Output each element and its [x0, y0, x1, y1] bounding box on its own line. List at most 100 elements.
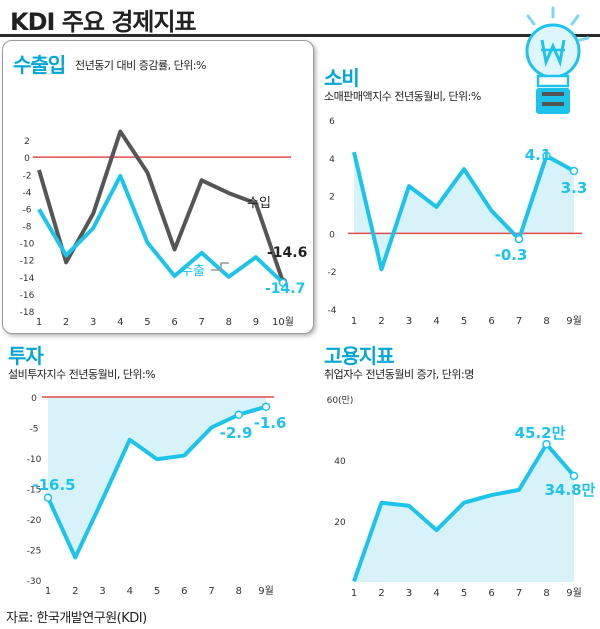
investment-ytick-label: -20 [27, 516, 42, 526]
trade-title: 수출입 [13, 53, 66, 77]
employment-area-fill [354, 444, 574, 582]
investment-annotation-sep: -1.6 [254, 414, 287, 432]
employment-chart: 60(만) 40 20 1 2 3 4 5 6 7 8 9월 45.2만 34.8만 [327, 395, 596, 599]
employment-xtick-label: 3 [406, 588, 412, 599]
trade-xtick-label: 6 [171, 317, 177, 328]
trade-ytick-label: 0 [24, 154, 30, 164]
trade-point-1-9 [278, 278, 288, 288]
investment-xtick-label: 9월 [258, 585, 274, 597]
consumption-point-0-6 [514, 234, 524, 244]
consumption-panel: 소비 소매판매액지수 전년동월비, 단위:% 6 4 2 0 -2 -4 1 2 3 4 5 6 7 8 9… [316, 62, 600, 334]
investment-annotation-jan: -16.5 [32, 476, 75, 494]
employment-ytick-label: 60(만) [327, 395, 354, 406]
investment-ytick-label: -25 [27, 547, 42, 557]
consumption-area-fill [354, 152, 574, 270]
consumption-ytick-label: -2 [328, 268, 337, 278]
trade-xtick-label: 8 [226, 317, 232, 328]
trade-xtick-label: 3 [90, 317, 96, 328]
investment-title: 투자 [8, 344, 44, 368]
investment-area-fill [48, 397, 266, 558]
consumption-ytick-label: 2 [329, 193, 335, 203]
employment-xtick-label: 4 [433, 588, 439, 599]
consumption-subtitle: 소매판매액지수 전년동월비, 단위:% [324, 90, 481, 103]
employment-xtick-label: 5 [461, 588, 467, 599]
investment-xtick-label: 3 [99, 586, 105, 597]
trade-xtick-label: 7 [198, 317, 204, 328]
investment-point-0-8 [261, 402, 271, 412]
consumption-annotation-jul: -0.3 [495, 246, 528, 264]
employment-xtick-label: 1 [351, 588, 357, 599]
employment-series-line-0 [352, 442, 576, 583]
employment-point-0-8 [569, 471, 579, 481]
employment-annotation-aug: 45.2만 [515, 424, 566, 442]
investment-xtick-label: 6 [181, 586, 187, 597]
trade-legend-import: 수입 [247, 196, 271, 211]
investment-ytick-label: 0 [31, 394, 37, 404]
trade-ytick-label: -14 [20, 274, 35, 284]
investment-xtick-label: 8 [236, 586, 242, 597]
employment-title: 고용지표 [324, 344, 395, 368]
trade-annotation-import: -14.6 [267, 245, 307, 261]
title-divider [0, 34, 600, 37]
consumption-xtick-label: 3 [406, 316, 412, 327]
trade-ytick-label: -8 [23, 223, 32, 233]
trade-legend-connector [211, 262, 229, 271]
trade-legend-export: 수출 [181, 264, 205, 279]
trade-ytick-label: -4 [23, 188, 32, 198]
consumption-xtick-label: 6 [488, 316, 494, 327]
employment-annotation-sep: 34.8만 [545, 481, 596, 499]
investment-point-0-0 [43, 493, 53, 502]
consumption-ytick-label: 4 [329, 155, 335, 165]
employment-xtick-label: 6 [488, 588, 494, 599]
investment-ytick-label: -30 [27, 577, 42, 587]
investment-chart: 0 -5 -10 -15 -20 -25 -301 2 3 4 5 6 7 8 9월 -16.5 -2.9-1.… [27, 394, 287, 597]
trade-ytick-label: 2 [24, 137, 30, 147]
investment-ytick-label: -5 [30, 425, 39, 435]
employment-subtitle: 취업자수 전년동월비 증가, 단위:명 [324, 368, 474, 381]
main-title: KDI 주요 경제지표 [10, 8, 197, 36]
employment-point-0-7 [542, 439, 551, 449]
trade-xtick-label: 10월 [272, 316, 294, 328]
investment-xtick-label: 7 [208, 586, 214, 597]
trade-ytick-label: -6 [23, 205, 32, 215]
employment-xtick-label: 8 [543, 588, 549, 599]
trade-ytick-label: -18 [20, 308, 35, 318]
trade-series-line-1 [37, 173, 285, 285]
investment-xtick-label: 1 [45, 586, 51, 597]
consumption-xtick-label: 7 [516, 316, 522, 327]
investment-xtick-label: 4 [127, 586, 133, 597]
consumption-ytick-label: 6 [329, 117, 335, 127]
trade-annotation-export: -14.7 [265, 281, 305, 297]
employment-panel: 고용지표 취업자수 전년동월비 증가, 단위:명 60(만) 40 20 1 2 3 4 5 6… [316, 340, 600, 602]
consumption-xtick-label: 8 [543, 316, 549, 327]
trade-ytick-label: -10 [20, 240, 35, 250]
trade-series-line-0 [37, 129, 285, 283]
employment-xtick-label: 7 [516, 588, 522, 599]
trade-chart: 2 0 -2 -4 -6 -8 -10 -12 -14 -16 -181 2 3 4 5 6 7 8 9 10월 수입수… [20, 129, 307, 328]
employment-xtick-label: 2 [378, 588, 384, 599]
consumption-xtick-label: 9월 [566, 315, 582, 327]
consumption-xtick-label: 5 [461, 316, 467, 327]
trade-subtitle: 전년동기 대비 증감률, 단위:% [75, 59, 206, 72]
trade-panel: 수출입 전년동기 대비 증감률, 단위:% 2 0 -2 -4 -6 -8 -10 -12 -1… [2, 40, 314, 334]
trade-xtick-label: 9 [253, 317, 259, 328]
consumption-annotation-sep: 3.3 [561, 179, 588, 197]
consumption-ytick-label: -4 [328, 306, 337, 316]
source-note: 자료: 한국개발연구원(KDI) [6, 611, 147, 626]
trade-xtick-label: 4 [117, 317, 123, 328]
investment-annotation-aug: -2.9 [220, 424, 253, 442]
investment-panel: 투자 설비투자지수 전년동월비, 단위:% 0 -5 -10 -15 -20 -25 -30… [0, 340, 300, 602]
employment-ytick-label: 40 [334, 457, 346, 467]
consumption-point-0-7 [542, 151, 551, 161]
consumption-xtick-label: 2 [378, 316, 384, 327]
consumption-annotation-aug: 4.1 [525, 146, 552, 164]
trade-ytick-label: -12 [20, 257, 35, 267]
trade-xtick-label: 5 [144, 317, 150, 328]
consumption-ytick-label: 0 [329, 230, 335, 240]
consumption-xtick-label: 1 [351, 316, 357, 327]
consumption-xtick-label: 4 [433, 316, 439, 327]
trade-ytick-label: -16 [20, 291, 35, 301]
trade-xtick-label: 2 [63, 317, 69, 328]
consumption-chart: 6 4 2 0 -2 -4 1 2 3 4 5 6 7 8 9월 4.1 3.3 -0.3 [328, 117, 588, 327]
investment-series-line-0 [46, 404, 267, 560]
